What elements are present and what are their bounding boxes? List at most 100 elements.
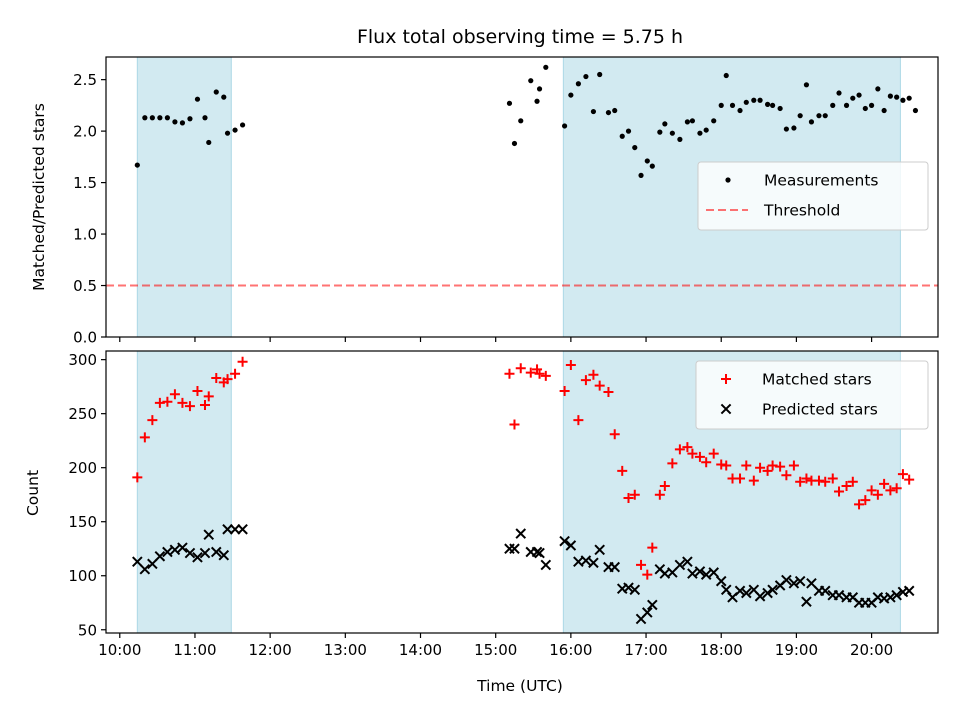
bottom-x-tick-label: 14:00 <box>399 641 442 659</box>
bottom-x-tick-label: 11:00 <box>173 641 216 659</box>
matched-point <box>654 489 665 500</box>
predicted-point <box>580 555 592 566</box>
predicted-point <box>192 552 203 563</box>
measurement-point <box>808 119 815 125</box>
matched-point <box>801 473 812 484</box>
measurement-point <box>743 99 749 105</box>
matched-point <box>139 432 150 443</box>
matched-point <box>687 448 698 459</box>
measurement-point <box>224 130 231 136</box>
matched-point <box>781 470 792 481</box>
predicted-point <box>609 561 621 573</box>
measurement-point <box>757 97 763 103</box>
measurement-point <box>894 94 900 100</box>
bottom-x-tick-label: 10:00 <box>98 641 141 659</box>
matched-point <box>580 375 591 386</box>
top-axes-frame <box>105 56 939 338</box>
matched-point <box>636 559 647 570</box>
bottom-x-tick-label: 17:00 <box>624 641 667 659</box>
bottom-y-tick-label: 100 <box>68 567 97 585</box>
matched-point <box>603 387 614 398</box>
top-y-tick-label: 1.5 <box>73 174 97 192</box>
bottom-y-axis-label: Count <box>24 470 42 516</box>
matched-point <box>885 485 896 496</box>
predicted-point <box>203 529 215 540</box>
predicted-point <box>237 523 248 535</box>
measurement-point <box>783 126 789 132</box>
measurement-point <box>534 98 540 104</box>
measurement-point <box>134 162 140 168</box>
measurement-point <box>575 81 581 87</box>
matched-point <box>559 385 570 396</box>
matched-point <box>847 476 858 487</box>
bottom-x-tick-label: 19:00 <box>775 641 818 659</box>
measurement-point <box>506 100 513 106</box>
matched-point <box>841 481 852 492</box>
measurement-point <box>528 78 534 84</box>
measurement-point <box>536 86 543 92</box>
predicted-point <box>629 584 641 596</box>
measurement-point <box>164 115 170 121</box>
measurement-point <box>142 115 148 121</box>
measurement-point <box>836 90 842 96</box>
measurement-point <box>887 93 893 99</box>
top-y-tick-label: 2.5 <box>73 71 97 89</box>
matched-point <box>588 369 599 380</box>
measurement-point <box>881 107 887 114</box>
matched-point <box>525 367 536 378</box>
matched-point <box>132 472 143 483</box>
bottom-x-tick-label: 16:00 <box>549 641 592 659</box>
measurement-point <box>737 107 743 114</box>
measurement-point <box>868 102 875 108</box>
measurement-point <box>850 95 856 101</box>
predicted-point <box>594 544 605 556</box>
top-panel: 0.0 0.5 1.0 1.5 2.0 2.5 Measurements Threshold <box>73 56 939 347</box>
predicted-point <box>509 543 520 555</box>
matched-point <box>694 451 705 462</box>
matched-point <box>177 397 188 408</box>
matched-point <box>767 460 778 471</box>
matched-point <box>860 495 871 506</box>
matched-point <box>674 444 685 455</box>
measurement-point <box>657 129 663 135</box>
predicted-point <box>801 596 812 607</box>
predicted-point <box>515 528 527 539</box>
matched-point <box>795 476 806 487</box>
matched-point <box>904 474 915 485</box>
matched-point <box>237 356 248 367</box>
bottom-legend-marker <box>720 403 732 415</box>
top-legend-box <box>697 161 929 231</box>
bottom-y-tick-label: 250 <box>68 405 97 423</box>
matched-point <box>211 373 222 384</box>
predicted-point <box>734 585 746 597</box>
predicted-point <box>565 540 577 551</box>
matched-point <box>866 485 877 496</box>
matched-point <box>716 459 727 470</box>
matched-point <box>203 391 214 402</box>
predicted-point <box>891 589 902 601</box>
predicted-point <box>794 575 806 587</box>
measurement-point <box>843 102 850 108</box>
matched-point <box>659 481 670 492</box>
predicted-point <box>885 592 896 603</box>
measurement-point <box>697 130 703 136</box>
matched-point <box>509 419 520 430</box>
predicted-point <box>218 549 230 561</box>
measurement-point <box>179 120 186 126</box>
top-y-tick-label: 0.5 <box>73 277 97 295</box>
predicted-point <box>682 556 693 567</box>
bottom-x-tick-label: 15:00 <box>474 641 517 659</box>
measurement-point <box>221 94 227 100</box>
predicted-point <box>177 542 188 553</box>
measurement-point <box>803 82 810 88</box>
measurement-point <box>751 97 757 103</box>
matched-point <box>222 374 233 385</box>
predicted-point <box>819 585 831 597</box>
bottom-panel: 10:00 11:00 12:00 13:00 14:00 15:00 16:00 17:00… <box>68 350 939 659</box>
measurement-point <box>856 92 862 98</box>
matched-point <box>609 429 620 440</box>
measurement-point <box>172 119 178 125</box>
measurement-point <box>562 123 568 129</box>
measurement-point <box>649 163 655 169</box>
